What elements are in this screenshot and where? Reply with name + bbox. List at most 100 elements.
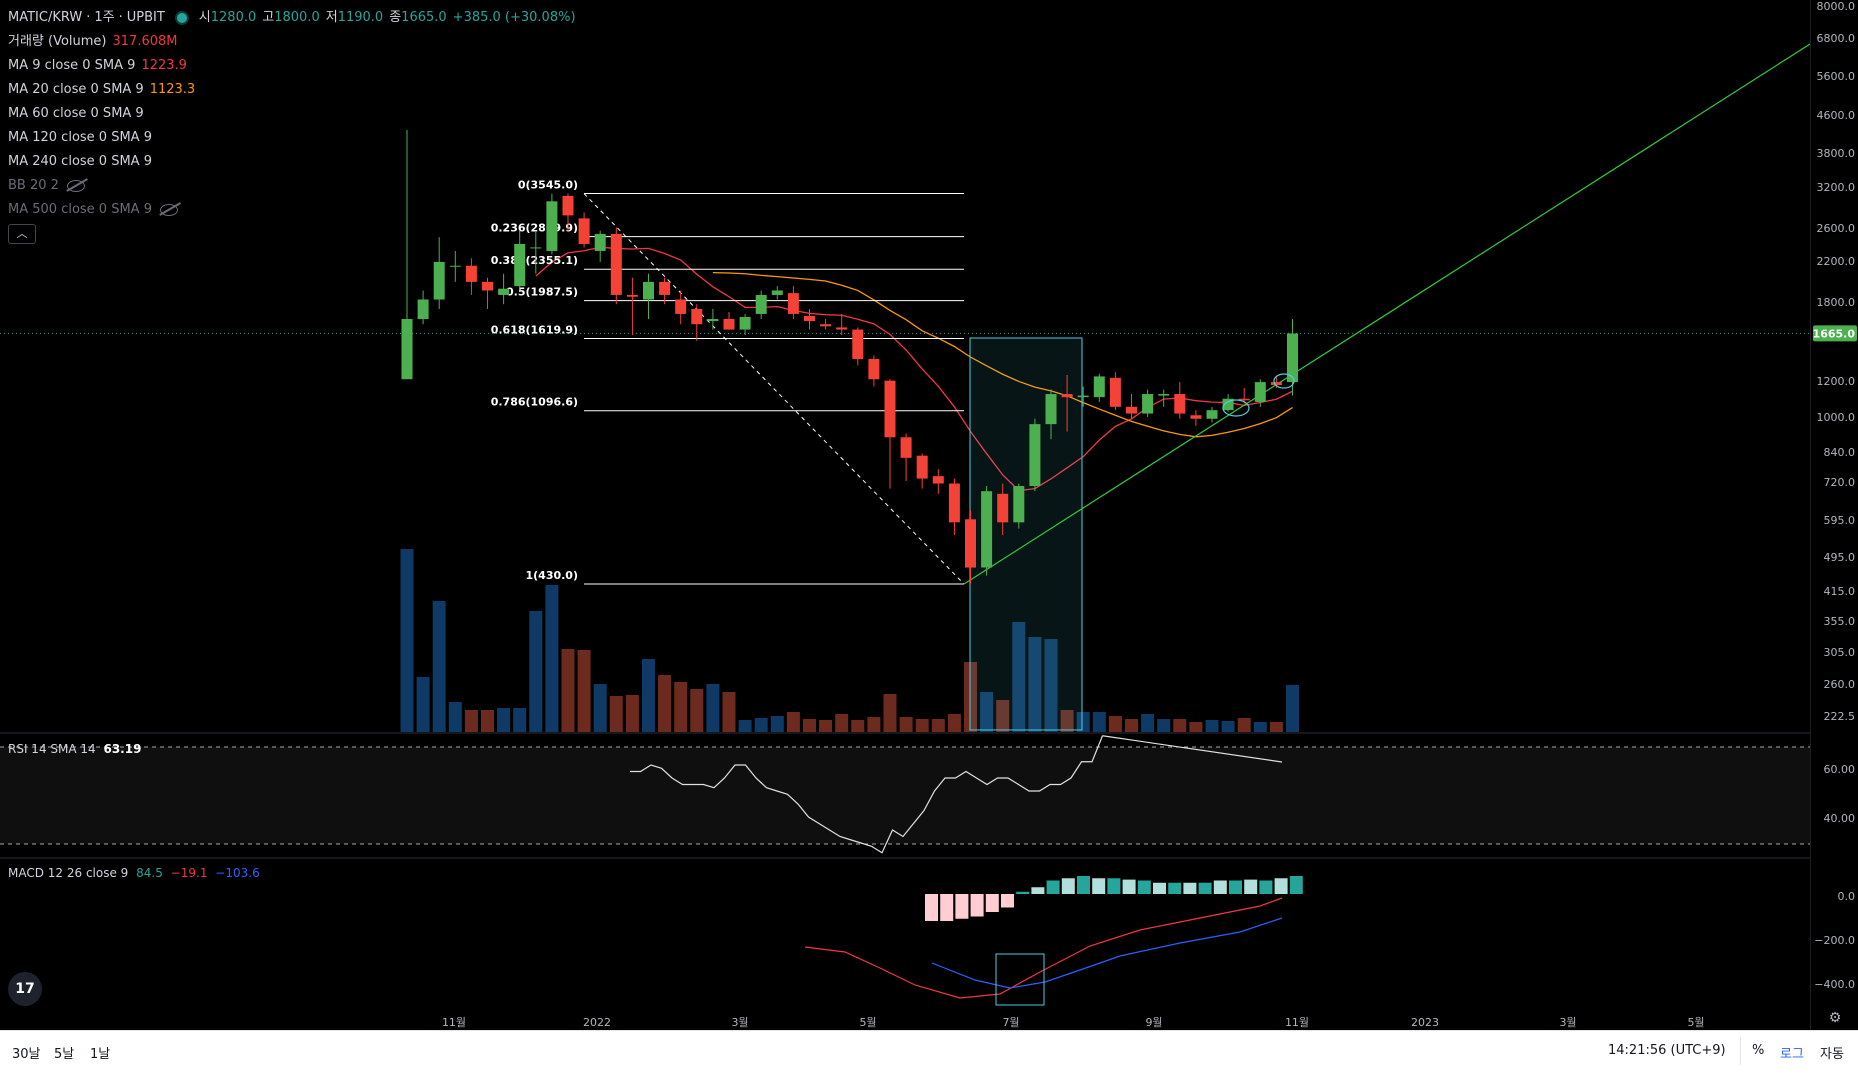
volume-bar: [819, 720, 833, 732]
volume-bar: [803, 719, 816, 732]
ma9-value: 1223.9: [141, 58, 187, 73]
volume-bar: [770, 716, 784, 732]
candle-body: [578, 218, 590, 244]
legend-ma240[interactable]: MA 240 close 0 SMA 9: [8, 150, 576, 174]
candle-body: [852, 329, 864, 360]
fib-level-label: 0.5(1987.5): [506, 286, 578, 299]
price-axis[interactable]: 8000.0 6800.0 5600.0 4600.0 3800.0 3200.0 2600…: [1810, 0, 1858, 1030]
trend-line: [963, 43, 1810, 585]
time-axis-label: 9월: [1145, 1016, 1162, 1029]
volume-bar: [561, 649, 575, 732]
legend-ma20[interactable]: MA 20 close 0 SMA 9 1123.3: [8, 78, 576, 102]
hidden-eye-icon[interactable]: [66, 180, 85, 192]
legend-volume[interactable]: 거래량 (Volume) 317.608M: [8, 30, 576, 54]
volume-bar: [497, 708, 511, 732]
candle-body: [1190, 415, 1202, 419]
fib-level-label: 0.786(1096.6): [491, 396, 578, 409]
rsi-axis-label: 60.00: [1824, 763, 1856, 776]
volume-bar: [722, 692, 736, 732]
price-axis-label: 260.0: [1824, 678, 1856, 691]
time-axis-label: 2023: [1411, 1016, 1439, 1029]
candle-body: [739, 316, 751, 330]
macd-hist-bar: [940, 894, 954, 921]
candle-body: [1093, 376, 1105, 398]
low-label: 저: [325, 10, 338, 25]
candle-body: [965, 519, 976, 568]
legend-bb[interactable]: BB 20 2: [8, 174, 576, 198]
price-axis-label: 495.0: [1824, 551, 1856, 564]
candle-body: [723, 319, 735, 330]
volume-bar: [1028, 637, 1042, 732]
candle-body: [626, 294, 638, 297]
volume-bar: [432, 601, 446, 732]
legend-ma60[interactable]: MA 60 close 0 SMA 9: [8, 102, 576, 126]
macd-hist-bar: [1122, 879, 1136, 894]
volume-bar: [593, 684, 607, 732]
interval[interactable]: 1주: [94, 10, 115, 25]
volume-bar: [1125, 719, 1138, 732]
candle-body: [562, 195, 574, 216]
hidden-eye-icon[interactable]: [159, 204, 178, 216]
range-5d-button[interactable]: 5날: [54, 1047, 75, 1062]
macd-hist-bar: [1092, 878, 1106, 894]
log-toggle[interactable]: 로그: [1780, 1047, 1804, 1062]
range-30d-button[interactable]: 30날: [12, 1047, 41, 1062]
legend-ma500[interactable]: MA 500 close 0 SMA 9: [8, 198, 576, 222]
macd-hist-bar: [1274, 878, 1288, 894]
candle-body: [1222, 398, 1234, 411]
candle-body: [1158, 394, 1170, 396]
price-axis-label: 595.0: [1824, 514, 1856, 527]
candle-body: [1077, 395, 1089, 398]
macd-hist-bar: [1183, 882, 1197, 894]
volume-bar: [1108, 716, 1122, 732]
clock[interactable]: 14:21:56 (UTC+9): [1608, 1043, 1726, 1058]
candle-body: [530, 247, 542, 249]
symbol-name[interactable]: MATIC/KRW: [8, 10, 83, 25]
time-axis-label: 3월: [731, 1016, 748, 1029]
volume-value: 317.608M: [112, 34, 178, 49]
volume-bar: [690, 689, 704, 732]
volume-bar: [1189, 722, 1203, 732]
candle-body: [804, 315, 815, 322]
candle-body: [787, 293, 799, 314]
volume-bar: [1012, 622, 1026, 732]
candle-body: [755, 294, 767, 314]
candle-body: [433, 261, 445, 300]
volume-bar: [1141, 714, 1155, 732]
price-axis-label: 3800.0: [1817, 147, 1856, 160]
macd-hist-bar: [1289, 876, 1303, 894]
time-axis-label: 11월: [1285, 1016, 1309, 1029]
candle-body: [401, 319, 413, 380]
price-axis-label: 1000.0: [1817, 411, 1856, 424]
macd-hist-bar: [985, 894, 999, 912]
candle-body: [482, 281, 493, 291]
tradingview-logo[interactable]: 17: [8, 972, 42, 1006]
macd-highlight-box: [995, 953, 1045, 1006]
legend-ma120[interactable]: MA 120 close 0 SMA 9: [8, 126, 576, 150]
chart-area[interactable]: 0(3545.0) 0.236(2809.9) 0.382(2355.1) 0.5(1…: [0, 0, 1810, 1030]
candle-body: [594, 233, 606, 251]
price-axis-label: 840.0: [1824, 446, 1856, 459]
auto-toggle[interactable]: 자동: [1820, 1047, 1844, 1062]
price-axis-canvas[interactable]: 8000.0 6800.0 5600.0 4600.0 3800.0 3200.0 2600…: [1811, 0, 1858, 1030]
volume-bar: [481, 710, 494, 732]
percent-toggle[interactable]: %: [1752, 1043, 1765, 1058]
range-1d-button[interactable]: 1날: [90, 1047, 111, 1062]
volume-bar: [625, 695, 639, 732]
rsi-band: [0, 747, 1810, 844]
volume-bar: [851, 720, 865, 732]
rsi-legend[interactable]: RSI 14 SMA 14 63.19: [8, 742, 141, 756]
legend-ma9[interactable]: MA 9 close 0 SMA 9 1223.9: [8, 54, 576, 78]
macd-legend[interactable]: MACD 12 26 close 9 84.5 −19.1 −103.6: [8, 866, 260, 880]
macd-signal-value: −19.1: [170, 866, 208, 880]
macd-hist-bar: [955, 894, 969, 919]
candle-body: [836, 327, 848, 330]
volume-bar: [931, 719, 945, 732]
market-status-icon: [174, 11, 189, 25]
volume-bar: [915, 719, 929, 732]
macd-hist-bar: [1046, 880, 1060, 894]
chart-canvas[interactable]: 0(3545.0)0.236(2809.9)0.382(2355.1)0.5(1…: [0, 0, 1810, 1030]
collapse-legend-button[interactable]: ︿: [8, 224, 36, 244]
candle-body: [449, 265, 461, 267]
macd-hist-value: 84.5: [136, 866, 163, 880]
